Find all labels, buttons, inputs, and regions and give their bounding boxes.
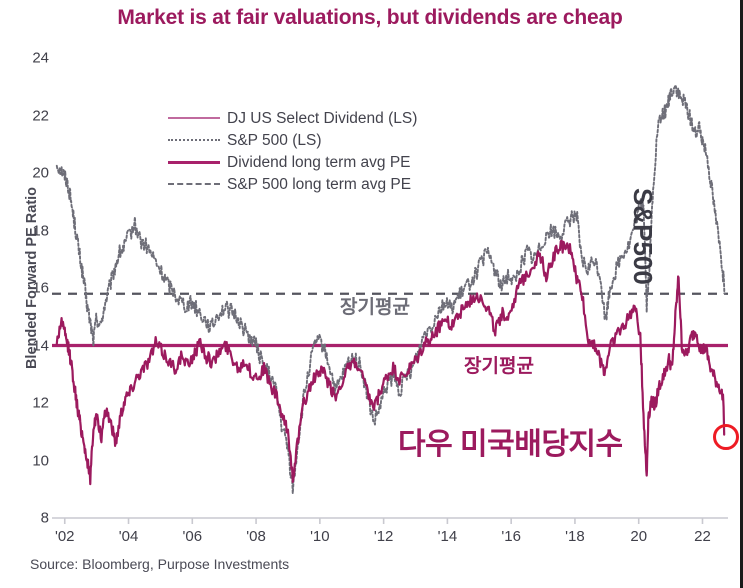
x-tick-label: '18 [565, 528, 585, 545]
x-tick-label: '16 [501, 528, 521, 545]
y-tick-label: 22 [32, 107, 49, 124]
x-tick-label: '10 [310, 528, 330, 545]
y-tick-label: 12 [32, 394, 49, 412]
annotation-dividend-long-term-average: 장기평균 [464, 356, 534, 377]
annotation-dow-us-dividend-index: 다우 미국배당지수 [398, 428, 623, 461]
annotation-sp500-long-term-average: 장기평균 [340, 297, 410, 318]
x-tick-label: 22 [694, 528, 711, 545]
y-tick-label: 20 [32, 164, 49, 182]
annotation-sp500-series: S&P500 [628, 188, 658, 285]
chart-legend: DJ US Select Dividend (LS) S&P 500 (LS) Di… [168, 108, 417, 196]
y-tick-label: 14 [32, 337, 49, 354]
y-tick-label: 10 [32, 452, 49, 469]
legend-item-label: S&P 500 (LS) [227, 132, 322, 149]
highlight-circle-icon [713, 424, 739, 450]
legend-item-label: Dividend long term avg PE [227, 154, 411, 171]
x-tick-label: '08 [246, 528, 266, 545]
x-tick-label: '04 [118, 528, 139, 545]
legend-item-label: S&P 500 long term avg PE [227, 176, 412, 193]
y-tick-label: 8 [40, 509, 49, 527]
source-note: Source: Bloomberg, Purpose Investments [30, 556, 290, 572]
x-tick-label: '02 [54, 528, 75, 545]
legend-item-label: DJ US Select Dividend (LS) [227, 110, 418, 127]
x-tick-label: '06 [182, 528, 203, 545]
y-axis-label: Blended Forward PE Ratio [24, 186, 40, 370]
x-tick-label: '14 [437, 528, 458, 545]
y-tick-label: 16 [32, 279, 49, 297]
legend-item[interactable]: Dividend long term avg PE [168, 152, 417, 174]
series-line-dj-dividend [55, 239, 726, 486]
legend-item[interactable]: DJ US Select Dividend (LS) [168, 108, 417, 130]
chart-title: Market is at fair valuations, but divide… [117, 6, 623, 29]
x-tick-label: 20 [630, 528, 648, 545]
y-tick-label: 18 [32, 222, 49, 239]
legend-item[interactable]: S&P 500 (LS) [168, 130, 417, 152]
legend-item[interactable]: S&P 500 long term avg PE [168, 174, 417, 196]
x-tick-label: '12 [373, 528, 394, 545]
y-tick-label: 24 [32, 49, 49, 67]
